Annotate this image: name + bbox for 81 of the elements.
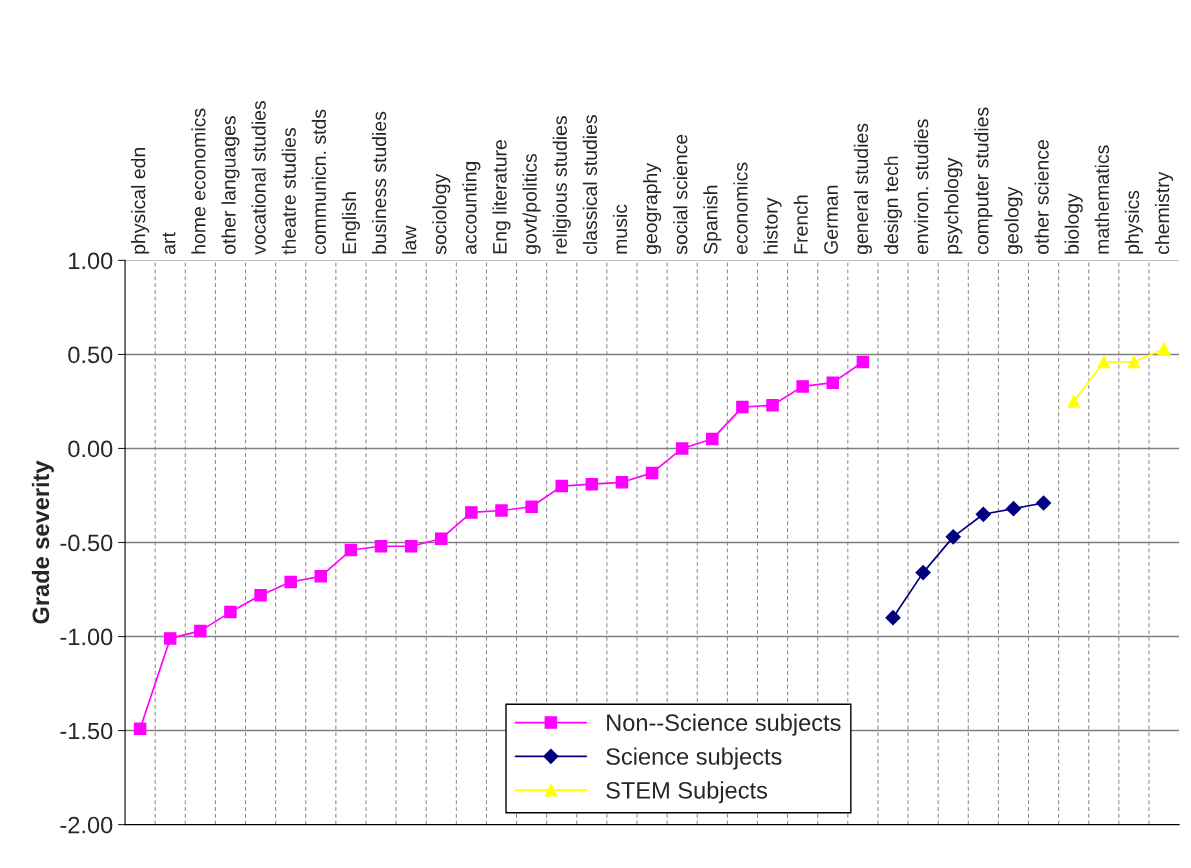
x-tick-label: biology bbox=[1064, 193, 1083, 254]
x-tick-label: physical edn bbox=[131, 148, 150, 254]
point bbox=[163, 632, 177, 645]
x-tick-label: business studies bbox=[371, 111, 387, 254]
point bbox=[885, 610, 901, 626]
x-tick-label: psychology bbox=[944, 157, 963, 254]
point bbox=[1036, 495, 1052, 511]
legend-label: Non--Science subjects bbox=[607, 713, 841, 736]
point bbox=[525, 500, 538, 514]
point bbox=[465, 506, 478, 519]
x-tick-label: general studies bbox=[853, 123, 872, 255]
point bbox=[615, 476, 629, 489]
x-tick-label: Spanish bbox=[703, 185, 722, 254]
x-tick-label: accounting bbox=[462, 162, 481, 255]
y-tick-label: -0.50 bbox=[60, 534, 113, 552]
x-tick-label: music bbox=[612, 204, 628, 254]
y-tick-label: 0.50 bbox=[68, 346, 113, 364]
point bbox=[254, 588, 267, 602]
x-tick-label: govt/politics bbox=[522, 153, 541, 255]
point bbox=[1067, 395, 1080, 408]
point bbox=[133, 722, 147, 735]
point bbox=[374, 540, 388, 553]
point bbox=[1127, 355, 1141, 369]
y-tick-label: -1.50 bbox=[60, 722, 113, 740]
point bbox=[314, 570, 328, 583]
point bbox=[675, 442, 689, 455]
y-tick-label: -1.00 bbox=[60, 628, 113, 646]
point bbox=[915, 565, 931, 581]
x-tick-label: home economics bbox=[191, 108, 206, 254]
x-tick-label: theatre studies bbox=[281, 128, 296, 255]
x-tick-label: economics bbox=[733, 162, 748, 255]
point bbox=[555, 479, 568, 493]
x-tick-label: environ. studies bbox=[914, 119, 929, 255]
point bbox=[1157, 342, 1171, 356]
x-tick-label: religious studies bbox=[552, 116, 571, 254]
y-tick-label: -2.00 bbox=[60, 816, 113, 834]
point bbox=[1097, 355, 1111, 369]
point bbox=[435, 532, 448, 545]
x-tick-label: law bbox=[402, 225, 417, 254]
point bbox=[796, 380, 809, 393]
x-tick-label: physics bbox=[1124, 190, 1143, 254]
x-tick-label: geography bbox=[643, 162, 662, 255]
point bbox=[344, 543, 358, 557]
y-tick-label: 1.00 bbox=[69, 252, 113, 270]
x-tick-label: vocational studies bbox=[251, 100, 266, 255]
x-tick-label: other languages bbox=[221, 116, 240, 255]
point bbox=[975, 506, 991, 522]
x-tick-label: English bbox=[341, 192, 360, 254]
x-tick-label: classical studies bbox=[582, 115, 598, 255]
point bbox=[826, 376, 840, 389]
x-tick-label: chemistry bbox=[1154, 171, 1174, 255]
x-tick-label: social science bbox=[673, 134, 688, 255]
point bbox=[404, 540, 418, 553]
y-tick-label: 0.00 bbox=[68, 440, 113, 458]
legend-label: STEM Subjects bbox=[606, 781, 768, 804]
x-tick-label: history bbox=[763, 197, 782, 254]
x-tick-label: French bbox=[793, 195, 808, 254]
point bbox=[194, 624, 207, 638]
point bbox=[224, 605, 237, 619]
x-tick-label: German bbox=[824, 185, 838, 254]
point bbox=[284, 575, 297, 589]
point bbox=[766, 398, 779, 412]
point bbox=[856, 355, 870, 369]
point bbox=[585, 477, 599, 491]
point bbox=[1005, 501, 1022, 517]
point bbox=[706, 432, 719, 446]
legend-label: Science subjects bbox=[606, 747, 782, 770]
x-tick-label: computer studies bbox=[974, 107, 993, 255]
x-tick-label: geology bbox=[1004, 186, 1023, 255]
y-axis-title: Grade severity bbox=[31, 460, 54, 624]
x-tick-label: Eng literature bbox=[492, 140, 511, 254]
point bbox=[736, 400, 749, 414]
x-tick-label: design tech bbox=[883, 156, 903, 255]
point bbox=[495, 504, 508, 517]
x-tick-label: communicn. stds bbox=[311, 109, 327, 255]
x-tick-label: other science bbox=[1034, 140, 1049, 255]
x-tick-label: mathematics bbox=[1094, 145, 1110, 254]
point bbox=[645, 466, 659, 480]
x-tick-label: art bbox=[162, 232, 176, 255]
x-tick-label: sociology bbox=[432, 173, 451, 255]
point bbox=[945, 529, 961, 545]
